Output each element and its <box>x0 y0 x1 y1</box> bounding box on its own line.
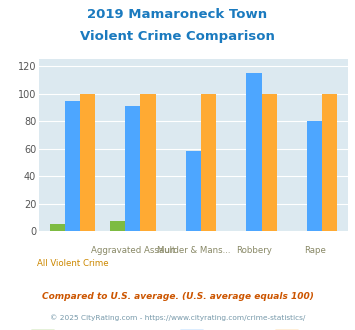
Bar <box>110 221 125 231</box>
Text: Murder & Mans...: Murder & Mans... <box>157 246 230 255</box>
Bar <box>307 121 322 231</box>
Legend: Mamaroneck Town, New York, National: Mamaroneck Town, New York, National <box>27 325 355 330</box>
Bar <box>125 106 141 231</box>
Text: Compared to U.S. average. (U.S. average equals 100): Compared to U.S. average. (U.S. average … <box>42 292 313 301</box>
Text: 2019 Mamaroneck Town: 2019 Mamaroneck Town <box>87 8 268 21</box>
Bar <box>322 94 337 231</box>
Text: Rape: Rape <box>304 246 326 255</box>
Text: Aggravated Assault: Aggravated Assault <box>91 246 175 255</box>
Bar <box>65 101 80 231</box>
Bar <box>141 94 155 231</box>
Bar <box>246 73 262 231</box>
Text: Robbery: Robbery <box>236 246 272 255</box>
Bar <box>50 224 65 231</box>
Bar <box>262 94 277 231</box>
Bar <box>80 94 95 231</box>
Text: All Violent Crime: All Violent Crime <box>37 259 108 268</box>
Bar <box>186 151 201 231</box>
Bar <box>201 94 216 231</box>
Text: Violent Crime Comparison: Violent Crime Comparison <box>80 30 275 43</box>
Text: © 2025 CityRating.com - https://www.cityrating.com/crime-statistics/: © 2025 CityRating.com - https://www.city… <box>50 314 305 321</box>
